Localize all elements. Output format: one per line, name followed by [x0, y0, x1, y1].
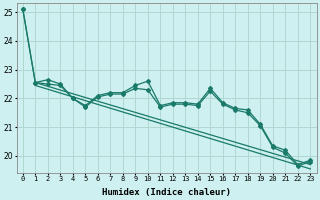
X-axis label: Humidex (Indice chaleur): Humidex (Indice chaleur) — [102, 188, 231, 197]
